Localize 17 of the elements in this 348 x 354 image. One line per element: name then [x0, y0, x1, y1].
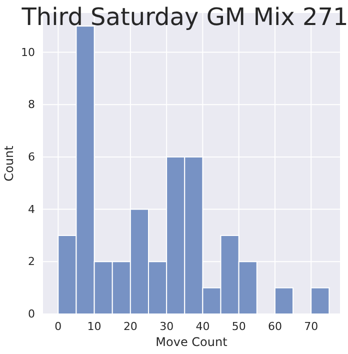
y-tick-label: 10 [21, 46, 35, 59]
y-tick-label: 0 [28, 308, 35, 321]
x-tick-label: 50 [232, 320, 246, 333]
y-tick-label: 8 [28, 98, 35, 112]
chart-title: Third Saturday GM Mix 271 [20, 3, 348, 31]
y-tick-label: 2 [28, 255, 35, 268]
y-tick-label: 4 [28, 202, 35, 216]
x-tick-label: 40 [196, 320, 210, 333]
x-tick-label: 20 [123, 320, 138, 333]
x-axis-title: Move Count [156, 335, 228, 349]
x-tick-label: 0 [54, 320, 62, 333]
x-tick-label: 10 [87, 320, 102, 333]
y-tick-label: 6 [28, 150, 35, 164]
y-axis-title: Count [2, 145, 16, 182]
x-tick-label: 60 [268, 320, 282, 333]
x-tick-label: 70 [304, 320, 318, 333]
x-tick-label: 30 [160, 320, 174, 333]
